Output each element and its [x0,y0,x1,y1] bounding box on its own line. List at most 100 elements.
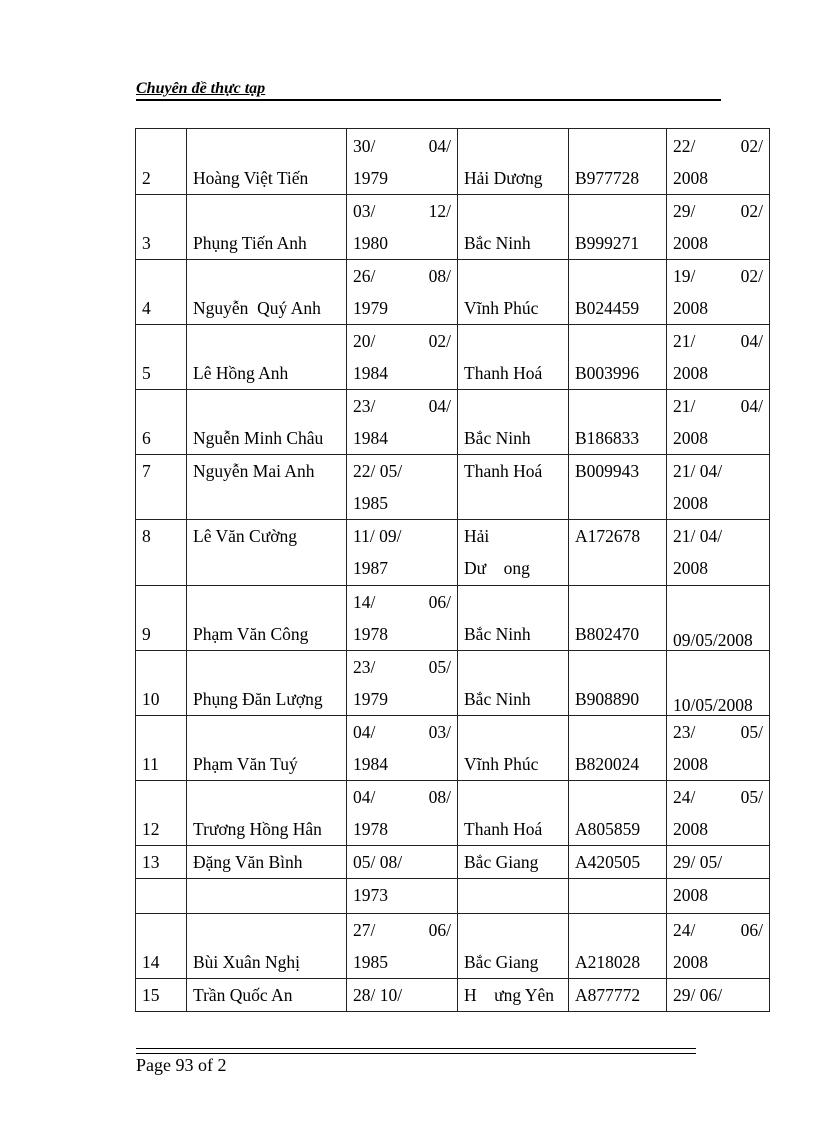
cell-text: Bắc Giang [464,952,539,972]
cell-line: B024459 [575,292,660,324]
cell-text: B186833 [575,428,640,448]
cell-line: Bắc Giang [464,846,562,878]
cell-text: B003996 [575,363,640,383]
cell-full-name: Lê Hồng Anh [186,324,347,390]
cell-text: 2008 [673,558,708,578]
cell-line: 14 [142,946,180,978]
cell-line: 1985 [353,487,451,519]
cell-text: 2 [142,168,151,188]
cell-text: 02/ [740,266,763,286]
cell-text: B802470 [575,624,640,644]
cell-text: Hoàng Việt Tiến [193,168,309,188]
cell-id-number: B009943 [568,454,667,520]
cell-line: 5 [142,357,180,389]
cell-text: 14 [142,952,160,972]
cell-date-of-birth: 11/ 09/1987 [346,519,458,586]
cell-line: B186833 [575,422,660,454]
cell-text: 1985 [353,493,388,513]
cell-line: 03/12/ [353,195,451,227]
cell-text: 9 [142,624,151,644]
cell-text: 23/ [673,722,696,742]
cell-place: Hải Dương [457,128,569,195]
cell-line: 26/08/ [353,260,451,292]
cell-date-of-birth: 04/08/1978 [346,780,458,846]
cell-line: H ưng Yên [464,979,562,1011]
cell-line: 2008 [673,487,763,519]
cell-text: Phạm Văn Công [193,624,309,644]
cell-text: Bắc Giang [464,852,539,872]
table-row: 12 Trương Hồng Hân 04/08/1978 Thanh Hoá A805… [135,780,770,846]
cell-line: 2008 [673,748,763,780]
cell-text: A172678 [575,526,641,546]
cell-full-name: Đặng Văn Bình [186,845,347,879]
cell-row-number: 8 [135,519,187,586]
cell-line: 2008 [673,357,763,389]
cell-text: 14/ [353,592,376,612]
cell-text: A218028 [575,952,641,972]
cell-full-name: Trần Quốc An [186,978,347,1012]
cell-line: B977728 [575,162,660,194]
cell-text: Nguyễn Quý Anh [193,298,321,318]
cell-text: 19/ [673,266,696,286]
cell-line: 7 [142,455,180,487]
cell-text: 04/ [740,396,763,416]
table-row: 13 Đặng Văn Bình 05/ 08/Bắc Giang A420505 29… [135,845,770,879]
cell-line: A172678 [575,520,660,552]
cell-text: Bắc Ninh [464,689,531,709]
cell-id-number: B186833 [568,389,667,455]
cell-line: A218028 [575,946,660,978]
cell-line: 15 [142,979,180,1011]
cell-id-number: B999271 [568,194,667,260]
cell-text: 04/ [353,787,376,807]
cell-line: 4 [142,292,180,324]
cell-line: 1978 [353,813,451,845]
cell-id-number: B908890 [568,650,667,716]
cell-text: 1979 [353,689,388,709]
cell-line: 1979 [353,162,451,194]
cell-text: 2008 [673,428,708,448]
cell-date-of-birth: 22/ 05/1985 [346,454,458,520]
cell-full-name: Nguyễn Quý Anh [186,259,347,325]
cell-text: A420505 [575,852,641,872]
cell-line: 24/05/ [673,781,763,813]
cell-text: Nguyễn Mai Anh [193,461,315,481]
cell-line: 23/04/ [353,390,451,422]
cell-text: Vĩnh Phúc [464,754,539,774]
cell-text: Thanh Hoá [464,461,543,481]
cell-line: 1985 [353,946,451,978]
cell-text: Thanh Hoá [464,819,543,839]
cell-line: Phụng Tiến Anh [193,227,340,259]
table-row: 11 Phạm Văn Tuý 04/03/1984 Vĩnh Phúc B820024… [135,715,770,781]
cell-text: 29/ 06/ [673,985,723,1005]
cell-text: 1984 [353,363,388,383]
cell-line: 30/04/ [353,130,451,162]
cell-line: 05/ 08/ [353,846,451,878]
cell-text: H ưng Yên [464,985,555,1005]
cell-place: Bắc Giang [457,845,569,879]
cell-text: 6 [142,428,151,448]
cell-text: 21/ [673,331,696,351]
cell-place: Thanh Hoá [457,324,569,390]
cell-text: 09/05/2008 [673,630,753,650]
cell-text: 3 [142,233,151,253]
cell-line: Trương Hồng Hân [193,813,340,845]
cell-place: Vĩnh Phúc [457,259,569,325]
cell-text: 20/ [353,331,376,351]
cell-line: 04/08/ [353,781,451,813]
cell-line: Hoàng Việt Tiến [193,162,340,194]
cell-place: Bắc Giang [457,913,569,979]
cell-text: Bắc Ninh [464,624,531,644]
cell-row-number: 15 [135,978,187,1012]
cell-id-number: A420505 [568,845,667,879]
cell-id-number: B024459 [568,259,667,325]
cell-id-number: B820024 [568,715,667,781]
cell-line: 28/ 10/ [353,979,451,1011]
cell-line: B009943 [575,455,660,487]
cell-text: Nguễn Minh Châu [193,428,324,448]
cell-place: Bắc Ninh [457,585,569,651]
cell-line: 1980 [353,227,451,259]
cell-text: 2008 [673,168,708,188]
cell-text: 1973 [353,885,388,905]
table-row: 1973 2008 [135,878,770,914]
cell-text: 1984 [353,428,388,448]
